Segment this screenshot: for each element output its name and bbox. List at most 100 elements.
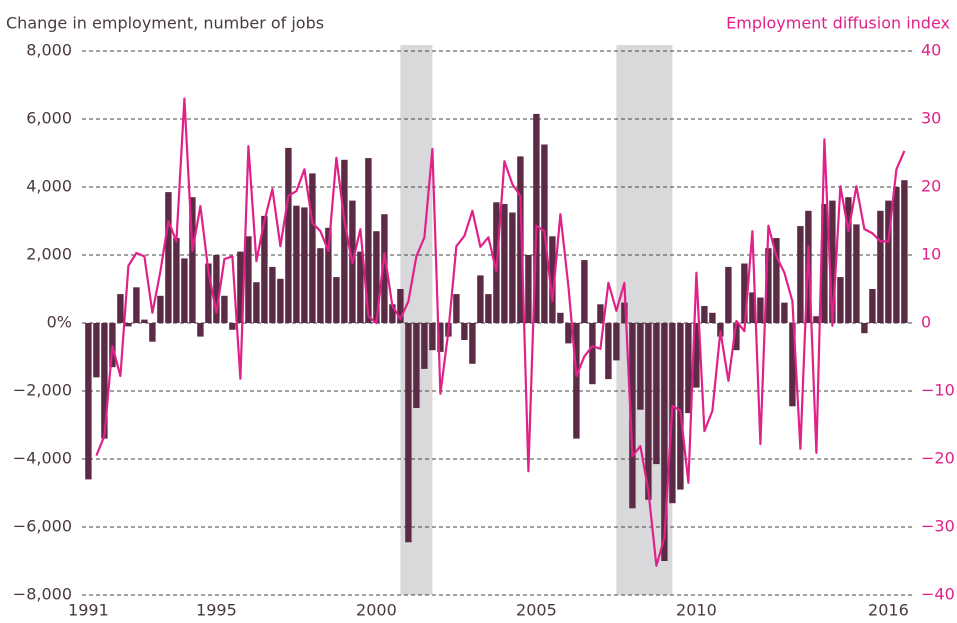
y2-tick-label: 40 xyxy=(921,41,941,60)
bar xyxy=(637,323,644,410)
bar xyxy=(605,323,612,380)
bar xyxy=(725,266,732,323)
x-tick-label: 2005 xyxy=(516,601,557,620)
bar xyxy=(653,323,660,465)
bar xyxy=(845,197,852,323)
y-tick-label: 2,000 xyxy=(26,245,72,264)
bar xyxy=(253,282,260,323)
y2-tick-label: 30 xyxy=(921,109,941,128)
bar xyxy=(181,258,188,323)
bar xyxy=(661,323,668,561)
y-tick-label: 0% xyxy=(47,313,72,332)
bar xyxy=(621,302,628,323)
bar xyxy=(517,156,524,323)
bar xyxy=(125,323,132,327)
x-tick-label: 1991 xyxy=(68,601,109,620)
y-tick-label: −4,000 xyxy=(13,449,72,468)
bar xyxy=(213,255,220,323)
bar xyxy=(373,231,380,323)
bar xyxy=(165,192,172,323)
bar xyxy=(869,289,876,323)
bar xyxy=(293,205,300,323)
y-tick-label: −2,000 xyxy=(13,381,72,400)
bar xyxy=(861,323,868,334)
bar xyxy=(117,294,124,323)
y-tick-label: −6,000 xyxy=(13,517,72,536)
bar xyxy=(285,147,292,323)
x-tick-label: 2010 xyxy=(676,601,717,620)
bar xyxy=(469,323,476,364)
bar xyxy=(317,248,324,323)
bar xyxy=(557,312,564,323)
y-tick-label: −8,000 xyxy=(13,585,72,604)
bar xyxy=(837,277,844,323)
bar xyxy=(437,323,444,352)
bar xyxy=(261,215,268,323)
bar xyxy=(269,266,276,323)
bar xyxy=(365,158,372,323)
bar xyxy=(205,263,212,323)
bar xyxy=(757,297,764,323)
bar xyxy=(133,287,140,323)
y-tick-label: 6,000 xyxy=(26,109,72,128)
bar xyxy=(189,197,196,323)
bar xyxy=(877,210,884,323)
y-tick-label: 4,000 xyxy=(26,177,72,196)
bar xyxy=(789,323,796,407)
bar xyxy=(357,251,364,323)
bar xyxy=(893,187,900,323)
x-tick-label: 2016 xyxy=(868,601,909,620)
bar xyxy=(421,323,428,369)
bar xyxy=(477,275,484,323)
bar xyxy=(485,294,492,323)
y-axis-title: Change in employment, number of jobs xyxy=(6,14,324,33)
bar xyxy=(197,323,204,337)
bar xyxy=(397,289,404,323)
x-tick-label: 2000 xyxy=(356,601,397,620)
bar xyxy=(829,200,836,323)
bar xyxy=(509,212,516,323)
bar xyxy=(245,236,252,323)
bar xyxy=(277,278,284,323)
bar xyxy=(765,248,772,323)
bar xyxy=(173,238,180,323)
bar xyxy=(333,277,340,323)
bar xyxy=(581,260,588,323)
bar xyxy=(221,295,228,323)
bar xyxy=(709,312,716,323)
bar xyxy=(101,323,108,439)
bar xyxy=(549,236,556,323)
y2-axis-title: Employment diffusion index xyxy=(726,14,950,33)
y2-tick-label: −30 xyxy=(921,517,955,536)
bar xyxy=(613,323,620,361)
recession-band xyxy=(400,45,433,595)
bar xyxy=(237,251,244,323)
bar xyxy=(885,200,892,323)
bar xyxy=(853,224,860,323)
y2-tick-label: −20 xyxy=(921,449,955,468)
bar xyxy=(717,323,724,337)
bar xyxy=(565,323,572,344)
x-tick-label: 1995 xyxy=(196,601,237,620)
bar xyxy=(93,323,100,378)
bar xyxy=(589,323,596,385)
bar xyxy=(381,214,388,323)
bar xyxy=(733,323,740,351)
bar xyxy=(453,294,460,323)
bar xyxy=(701,306,708,323)
y2-tick-label: −40 xyxy=(921,585,955,604)
bar xyxy=(157,295,164,323)
bar xyxy=(573,323,580,439)
bar xyxy=(461,323,468,340)
y2-tick-label: 10 xyxy=(921,245,941,264)
bar xyxy=(301,207,308,323)
bar xyxy=(693,323,700,388)
bar xyxy=(901,180,908,323)
line xyxy=(95,97,906,567)
bar xyxy=(525,255,532,323)
bar xyxy=(85,323,92,480)
bar xyxy=(741,263,748,323)
bar xyxy=(341,159,348,323)
